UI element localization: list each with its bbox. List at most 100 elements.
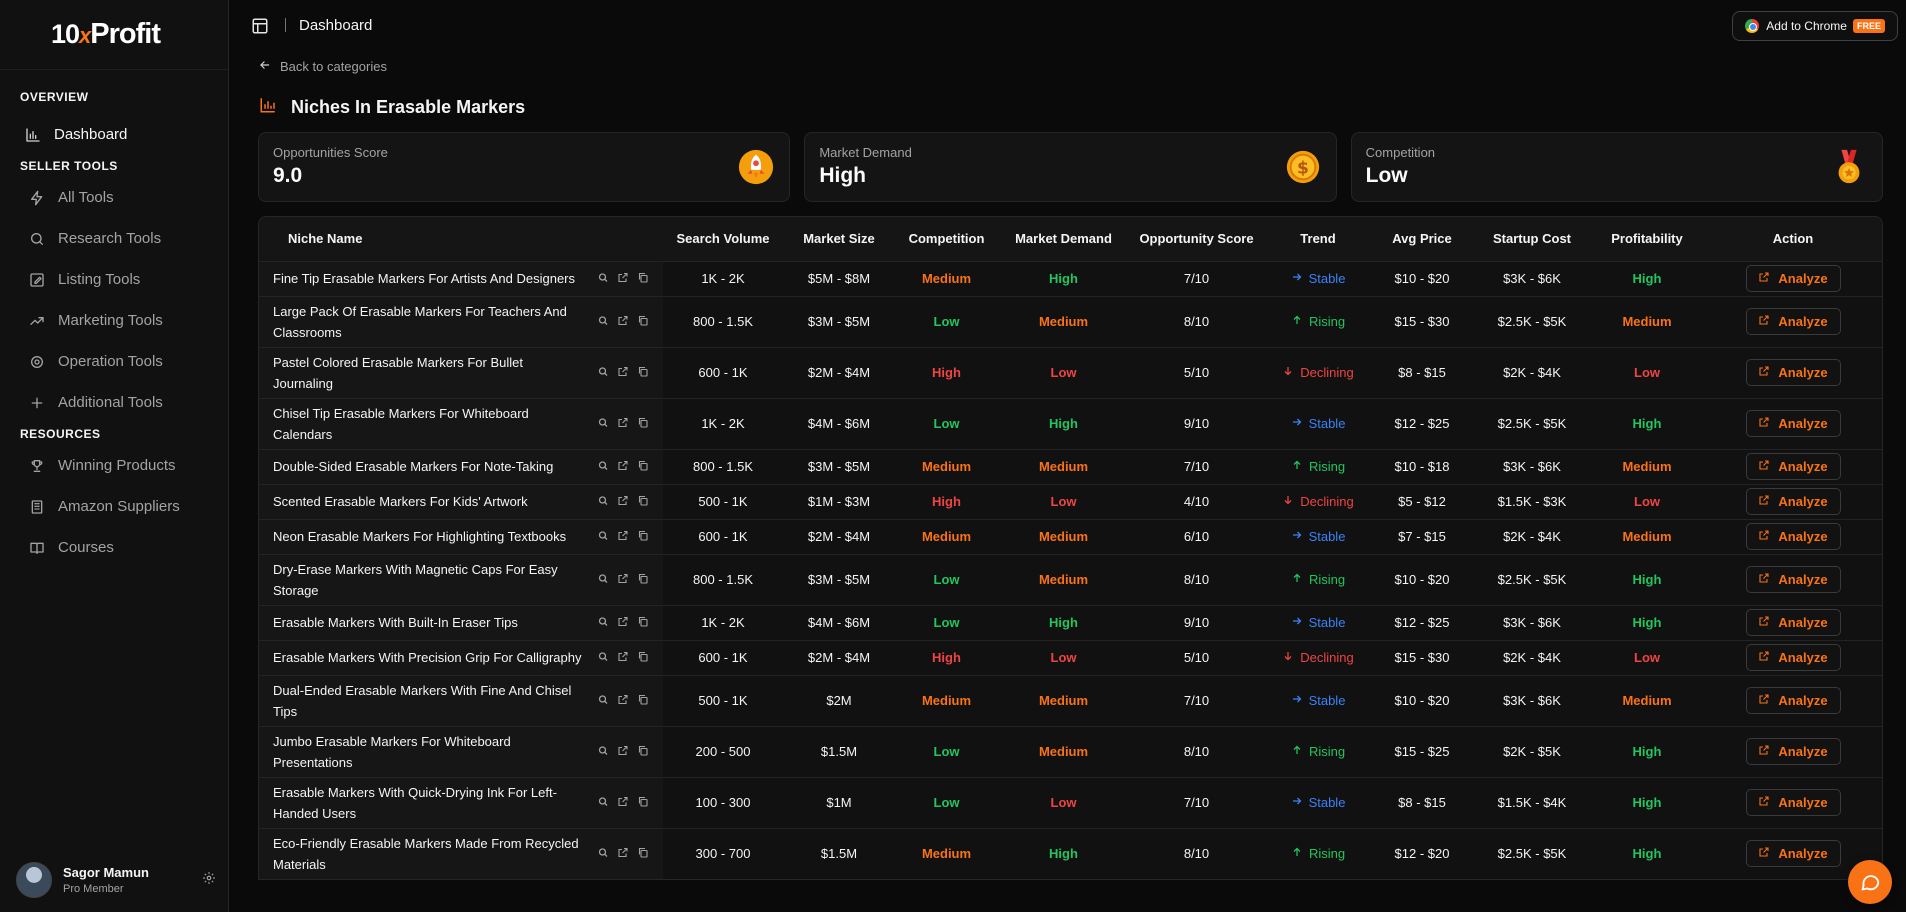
trend-label: Declining (1300, 650, 1354, 665)
analyze-button[interactable]: Analyze (1745, 488, 1841, 515)
analyze-button[interactable]: Analyze (1745, 359, 1841, 386)
sidebar-item-dashboard[interactable]: Dashboard (0, 114, 228, 155)
analyze-button[interactable]: Analyze (1745, 609, 1841, 636)
external-link-icon[interactable] (617, 741, 629, 762)
analyze-button[interactable]: Analyze (1745, 687, 1841, 714)
search-icon[interactable] (597, 491, 609, 512)
external-link-icon[interactable] (617, 526, 629, 547)
search-icon[interactable] (597, 843, 609, 864)
analyze-button[interactable]: Analyze (1745, 644, 1841, 671)
search-icon[interactable] (597, 362, 609, 383)
external-link-icon[interactable] (617, 268, 629, 289)
analyze-button[interactable]: Analyze (1745, 840, 1841, 867)
external-link-icon[interactable] (617, 792, 629, 813)
trend-label: Stable (1308, 693, 1346, 708)
niche-name[interactable]: Dual-Ended Erasable Markers With Fine An… (273, 682, 572, 719)
sidebar-item-operation-tools[interactable]: Operation Tools (0, 341, 228, 382)
copy-icon[interactable] (637, 362, 649, 383)
niche-name[interactable]: Fine Tip Erasable Markers For Artists An… (273, 271, 576, 286)
rocket-icon (737, 148, 775, 186)
copy-icon[interactable] (637, 612, 649, 633)
external-link-icon[interactable] (617, 612, 629, 633)
sidebar-item-marketing-tools[interactable]: Marketing Tools (0, 300, 228, 341)
copy-icon[interactable] (637, 268, 649, 289)
niche-name[interactable]: Pastel Colored Erasable Markers For Bull… (273, 354, 523, 391)
analyze-button[interactable]: Analyze (1745, 789, 1841, 816)
analyze-button[interactable]: Analyze (1745, 738, 1841, 765)
arrow-up-icon (1291, 459, 1303, 474)
niche-name[interactable]: Jumbo Erasable Markers For Whiteboard Pr… (273, 733, 511, 770)
competition-cell: Low (895, 397, 998, 449)
niche-name[interactable]: Double-Sided Erasable Markers For Note-T… (273, 459, 554, 474)
copy-icon[interactable] (637, 647, 649, 668)
search-icon[interactable] (597, 569, 609, 590)
search-volume-cell: 600 - 1K (663, 346, 783, 398)
settings-gear-icon[interactable] (202, 871, 216, 890)
analyze-button[interactable]: Analyze (1745, 453, 1841, 480)
external-link-icon[interactable] (617, 690, 629, 711)
niche-name[interactable]: Eco-Friendly Erasable Markers Made From … (273, 835, 579, 872)
copy-icon[interactable] (637, 792, 649, 813)
niche-name[interactable]: Dry-Erase Markers With Magnetic Caps For… (273, 561, 558, 598)
sidebar-item-winning-products[interactable]: Winning Products (0, 445, 228, 486)
copy-icon[interactable] (637, 843, 649, 864)
copy-icon[interactable] (637, 741, 649, 762)
search-icon[interactable] (597, 741, 609, 762)
add-to-chrome-button[interactable]: Add to Chrome FREE (1732, 11, 1898, 41)
copy-icon[interactable] (637, 413, 649, 434)
niche-name-cell: Erasable Markers With Precision Grip For… (259, 639, 663, 675)
sidebar-item-additional-tools[interactable]: Additional Tools (0, 382, 228, 423)
search-icon[interactable] (597, 413, 609, 434)
search-icon[interactable] (597, 690, 609, 711)
analyze-button[interactable]: Analyze (1745, 566, 1841, 593)
search-icon[interactable] (597, 456, 609, 477)
analyze-label: Analyze (1778, 795, 1828, 810)
niche-name[interactable]: Erasable Markers With Quick-Drying Ink F… (273, 784, 557, 821)
external-link-icon[interactable] (617, 843, 629, 864)
copy-icon[interactable] (637, 311, 649, 332)
external-link-icon[interactable] (617, 311, 629, 332)
analyze-button[interactable]: Analyze (1745, 308, 1841, 335)
external-link-icon[interactable] (617, 413, 629, 434)
search-icon[interactable] (597, 612, 609, 633)
back-to-categories-link[interactable]: Back to categories (258, 54, 1883, 78)
copy-icon[interactable] (637, 569, 649, 590)
analyze-button[interactable]: Analyze (1745, 265, 1841, 292)
analyze-button[interactable]: Analyze (1745, 410, 1841, 437)
search-icon[interactable] (597, 526, 609, 547)
copy-icon[interactable] (637, 456, 649, 477)
sidebar-item-all-tools[interactable]: All Tools (0, 177, 228, 218)
sidebar-item-courses[interactable]: Courses (0, 527, 228, 568)
niche-name[interactable]: Scented Erasable Markers For Kids' Artwo… (273, 494, 528, 509)
copy-icon[interactable] (637, 690, 649, 711)
external-link-icon[interactable] (617, 647, 629, 668)
sidebar-item-label: All Tools (58, 189, 114, 206)
user-profile[interactable]: Sagor Mamun Pro Member (16, 860, 216, 900)
niche-name[interactable]: Chisel Tip Erasable Markers For Whiteboa… (273, 405, 529, 442)
copy-icon[interactable] (637, 491, 649, 512)
add-to-chrome-label: Add to Chrome (1766, 19, 1847, 33)
search-icon[interactable] (597, 311, 609, 332)
external-link-icon[interactable] (617, 491, 629, 512)
external-link-icon[interactable] (617, 456, 629, 477)
breadcrumb[interactable]: Dashboard (299, 17, 373, 34)
brand-logo[interactable]: 10xProfit (0, 0, 228, 70)
copy-icon[interactable] (637, 526, 649, 547)
niche-name[interactable]: Erasable Markers With Precision Grip For… (273, 650, 582, 665)
sidebar-toggle-icon[interactable] (251, 17, 269, 40)
opportunity-score-cell: 7/10 (1129, 674, 1264, 726)
sidebar-item-research-tools[interactable]: Research Tools (0, 218, 228, 259)
search-icon[interactable] (597, 647, 609, 668)
niche-name[interactable]: Large Pack Of Erasable Markers For Teach… (273, 303, 567, 340)
external-link-icon[interactable] (617, 569, 629, 590)
analyze-button[interactable]: Analyze (1745, 523, 1841, 550)
sidebar-item-amazon-suppliers[interactable]: Amazon Suppliers (0, 486, 228, 527)
external-link-icon[interactable] (617, 362, 629, 383)
search-icon[interactable] (597, 268, 609, 289)
chat-button[interactable] (1848, 860, 1892, 904)
sidebar-item-listing-tools[interactable]: Listing Tools (0, 259, 228, 300)
search-icon[interactable] (597, 792, 609, 813)
niche-name[interactable]: Erasable Markers With Built-In Eraser Ti… (273, 615, 518, 630)
niche-name[interactable]: Neon Erasable Markers For Highlighting T… (273, 529, 567, 544)
avatar[interactable] (16, 862, 52, 898)
